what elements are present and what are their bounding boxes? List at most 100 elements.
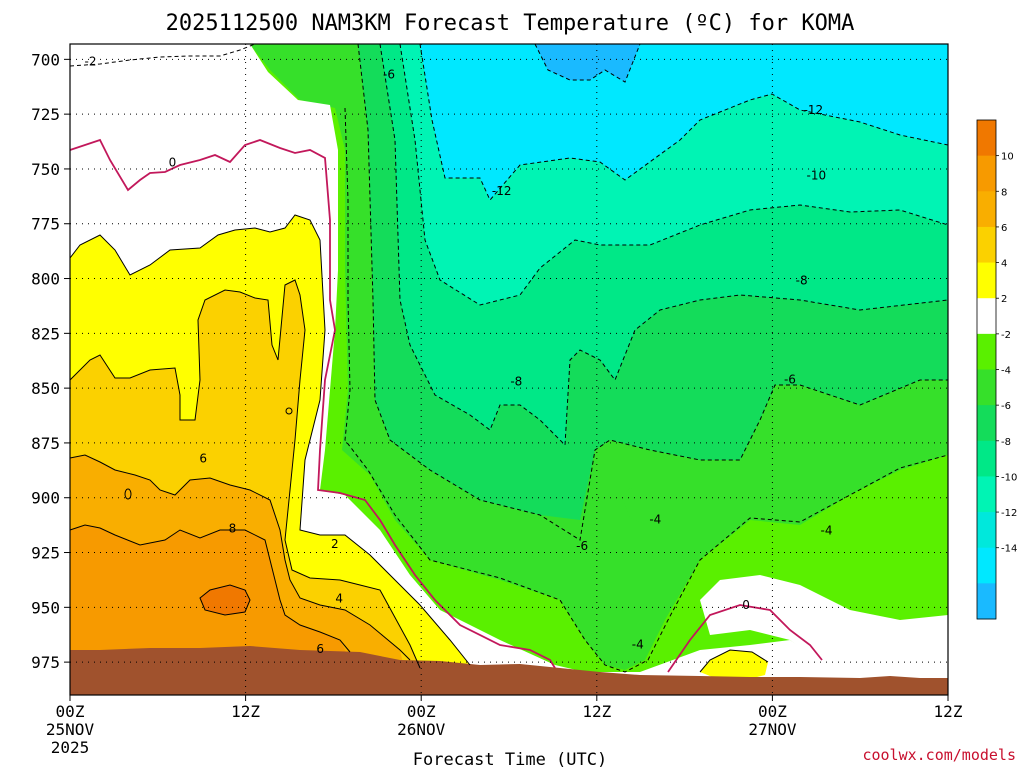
colorbar-swatch [977, 191, 996, 228]
minus-four-contour [344, 107, 949, 673]
contour-label: -8 [796, 274, 808, 288]
contour-label: 6 [316, 642, 324, 656]
eight-degree-contour [69, 524, 351, 653]
x-tick-label: 12Z [231, 702, 260, 721]
contour-lines [69, 43, 949, 673]
plot-area [70, 44, 948, 695]
contour-label: -6 [576, 539, 588, 553]
colorbar-label: -6 [1001, 401, 1011, 412]
gridlines [70, 44, 948, 695]
y-tick-label: 850 [31, 379, 60, 398]
zero-degree-contour [69, 138, 556, 669]
two-degree-contour [69, 214, 471, 666]
colorbar-swatch [977, 333, 996, 370]
y-tick-label: 725 [31, 105, 60, 124]
colorbar-label: -14 [1001, 544, 1017, 555]
minus-two-contour [69, 43, 256, 67]
colorbar: 10 8 6 4 2 -2 -4 -6 -8 -10 -12 -14 [976, 119, 1017, 620]
contour-label: -12 [492, 184, 512, 198]
ten-degree-contour [199, 584, 251, 616]
minus-twelve-contour [419, 43, 949, 201]
colorbar-swatch [977, 369, 996, 406]
minus-six-contour [357, 43, 948, 541]
contour-label: -4 [632, 638, 644, 652]
colorbar-swatch [977, 512, 996, 549]
band-minus-2-east [700, 575, 948, 668]
band-8-to-10 [200, 585, 250, 615]
colorbar-swatch [977, 155, 996, 192]
contour-label: 6 [199, 451, 207, 465]
minus-fourteen-contour [534, 43, 641, 83]
y-tick-label: 975 [31, 653, 60, 672]
y-tick-label: 900 [31, 489, 60, 508]
plot-frame [69, 43, 949, 696]
six-degree-contour [69, 454, 411, 661]
y-tick-label: 925 [31, 544, 60, 563]
contour-label: -10 [806, 169, 826, 183]
terrain [70, 646, 948, 695]
colorbar-label: 10 [1001, 152, 1014, 163]
minus-ten-contour [399, 43, 949, 306]
warm-pocket-contour [699, 649, 769, 673]
x-tick-label: 00Z [758, 702, 787, 721]
contour-label: -12 [804, 103, 824, 117]
contour-label: 2 [331, 537, 339, 551]
y-tick-label: 750 [31, 160, 60, 179]
y-tick-label: 800 [31, 270, 60, 289]
contour-label: 4 [335, 592, 343, 606]
x-tick-date: 26NOV [397, 720, 446, 739]
colorbar-label: -2 [1001, 330, 1011, 341]
colorbar-swatch [977, 440, 996, 477]
contour-label: 0 [742, 598, 750, 612]
y-tick-label: 700 [31, 50, 60, 69]
colorbar-swatch [977, 583, 996, 620]
contour-labels: -2 0 -6 -12 -12 -10 -8 -8 -6 -6 -4 -4 -4 0 2 4 6 6 8 [85, 55, 833, 656]
colorbar-swatch [977, 298, 996, 335]
x-tick-label: 00Z [56, 702, 85, 721]
chart-title: 2025112500 NAM3KM Forecast Temperature (… [166, 11, 855, 36]
y-tick-label: 950 [31, 598, 60, 617]
colorbar-label: -8 [1001, 437, 1011, 448]
colorbar-label: 8 [1001, 187, 1007, 198]
contour-label: 0 [169, 155, 177, 169]
contour-label: -2 [85, 55, 97, 69]
x-tick-label: 12Z [934, 702, 963, 721]
small-closed-contour-2 [285, 407, 293, 415]
colorbar-swatch [977, 547, 996, 584]
colorbar-label: -12 [1001, 508, 1017, 519]
x-tick-date: 25NOV [46, 720, 95, 739]
colorbar-swatch [977, 226, 996, 263]
colorbar-label: 2 [1001, 294, 1007, 305]
minus-eight-contour [379, 43, 949, 447]
x-tick-year: 2025 [51, 738, 90, 757]
colorbar-swatch [977, 405, 996, 442]
colorbar-swatch [977, 120, 996, 157]
colorbar-label: -10 [1001, 472, 1017, 483]
colorbar-label: 6 [1001, 223, 1007, 234]
y-axis: 700 725 750 775 800 825 850 875 900 925 950 975 [31, 50, 70, 672]
colorbar-swatch [977, 262, 996, 299]
contour-label: -8 [510, 375, 522, 389]
contour-label: -6 [383, 68, 395, 82]
four-degree-contour [69, 279, 421, 669]
band-minus-14 [535, 44, 640, 82]
contour-label: 8 [229, 521, 237, 535]
contour-label: -4 [649, 513, 661, 527]
small-closed-contour [124, 488, 132, 500]
credit-link[interactable]: coolwx.com/models [862, 746, 1016, 764]
band-minus-4-pocket [622, 488, 660, 524]
x-tick-label: 12Z [582, 702, 611, 721]
y-tick-label: 875 [31, 434, 60, 453]
colorbar-label: -4 [1001, 366, 1011, 377]
x-tick-label: 00Z [407, 702, 436, 721]
band-warm-pocket [700, 650, 768, 680]
y-tick-label: 775 [31, 215, 60, 234]
y-tick-label: 825 [31, 324, 60, 343]
x-tick-date: 27NOV [748, 720, 797, 739]
colorbar-label: 4 [1001, 259, 1007, 270]
contour-label: -4 [821, 524, 833, 538]
colorbar-swatch [977, 476, 996, 513]
contour-label: -6 [784, 372, 796, 386]
